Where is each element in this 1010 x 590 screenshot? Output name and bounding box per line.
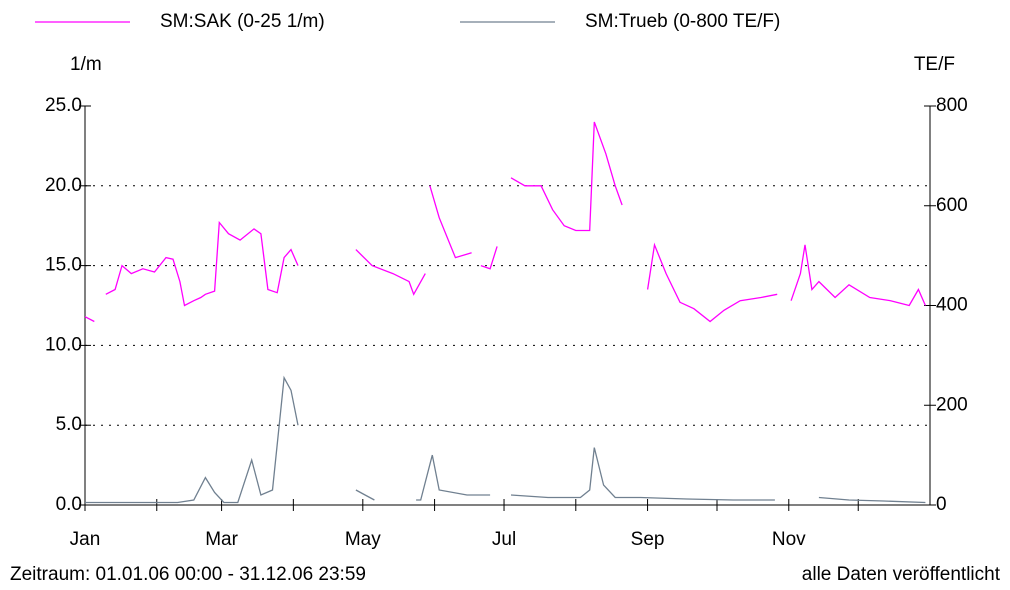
y2-tick-label: 600 [936,195,968,216]
data-line [818,496,926,504]
y2-axis-title: TE/F [914,54,955,75]
footer-left: Zeitraum: 01.01.06 00:00 - 31.12.06 23:5… [10,564,366,585]
y-tick-label: 25.0 [45,95,82,116]
y-axis-title: 1/m [70,54,102,75]
data-line [510,121,623,232]
x-tick-label: Jul [492,529,516,550]
data-line [790,244,926,307]
data-line [646,242,778,323]
data-line [105,220,299,307]
data-line [429,185,472,259]
data-line [84,316,95,323]
y2-tick-label: 0 [936,494,947,515]
x-tick-label: Nov [772,529,806,550]
legend-label: SM:SAK (0-25 1/m) [160,11,325,32]
x-tick-label: May [345,529,381,550]
x-tick-label: Mar [205,529,238,550]
data-line [355,249,426,296]
data-line [416,454,491,501]
y2-tick-label: 200 [936,394,968,415]
x-tick-label: Jan [70,529,101,550]
y2-tick-label: 400 [936,295,968,316]
data-line [355,489,375,501]
data-line [510,447,775,501]
y-tick-label: 15.0 [45,255,82,276]
data-line [85,375,299,504]
y-tick-label: 20.0 [45,175,82,196]
footer-right: alle Daten veröffentlicht [802,564,1001,585]
legend-label: SM:Trueb (0-800 TE/F) [585,11,780,32]
y-tick-label: 0.0 [56,494,82,515]
y-tick-label: 5.0 [56,414,82,435]
y-tick-label: 10.0 [45,334,82,355]
x-tick-label: Sep [631,529,665,550]
y2-tick-label: 800 [936,95,968,116]
data-line [480,246,498,270]
